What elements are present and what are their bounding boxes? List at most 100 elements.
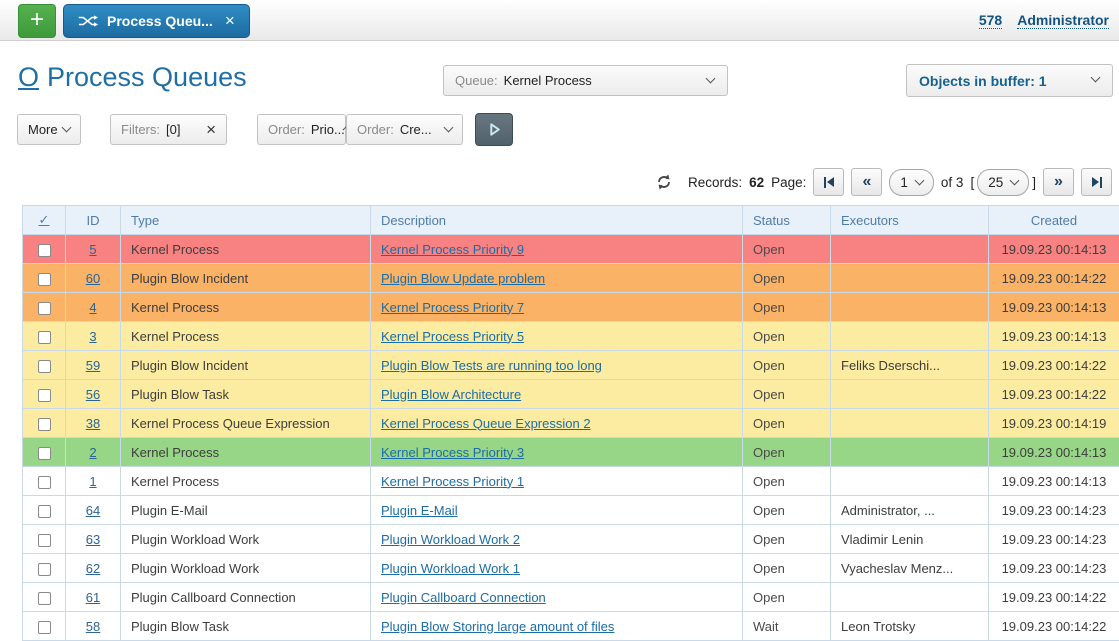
row-checkbox-cell bbox=[23, 264, 66, 293]
row-checkbox[interactable] bbox=[38, 621, 51, 634]
row-type-cell: Plugin Workload Work bbox=[121, 554, 371, 583]
current-user-link[interactable]: Administrator bbox=[1017, 12, 1109, 29]
order-priority-dropdown[interactable]: Order:Prio... bbox=[257, 114, 346, 145]
tab-process-queues[interactable]: Process Queu... × bbox=[63, 4, 250, 38]
row-type-cell: Plugin Blow Task bbox=[121, 612, 371, 641]
row-checkbox[interactable] bbox=[38, 418, 51, 431]
select-all-header: ✓ bbox=[23, 206, 66, 235]
row-id-link[interactable]: 63 bbox=[86, 532, 100, 547]
more-button[interactable]: More bbox=[17, 114, 81, 145]
row-checkbox[interactable] bbox=[38, 505, 51, 518]
column-header-id[interactable]: ID bbox=[66, 206, 121, 235]
row-checkbox-cell bbox=[23, 351, 66, 380]
bracket-open: [ bbox=[970, 175, 974, 190]
run-button[interactable] bbox=[475, 113, 513, 146]
row-id-link[interactable]: 59 bbox=[86, 358, 100, 373]
row-executors-cell: Vyacheslav Menz... bbox=[831, 554, 989, 583]
records-count: 62 bbox=[749, 175, 764, 190]
row-description-link[interactable]: Plugin Blow Architecture bbox=[381, 387, 521, 402]
row-description-link[interactable]: Kernel Process Priority 1 bbox=[381, 474, 524, 489]
row-id-link[interactable]: 56 bbox=[86, 387, 100, 402]
row-id-link[interactable]: 58 bbox=[86, 619, 100, 634]
row-created-cell: 19.09.23 00:14:19 bbox=[989, 409, 1119, 438]
row-id-link[interactable]: 3 bbox=[89, 329, 96, 344]
filters-button[interactable]: Filters:[0] × bbox=[110, 114, 227, 145]
row-description-cell: Plugin Blow Storing large amount of file… bbox=[371, 612, 743, 641]
row-checkbox[interactable] bbox=[38, 389, 51, 402]
refresh-icon[interactable] bbox=[655, 173, 673, 191]
column-header-executors[interactable]: Executors bbox=[831, 206, 989, 235]
row-description-link[interactable]: Plugin Workload Work 1 bbox=[381, 561, 520, 576]
row-id-link[interactable]: 60 bbox=[86, 271, 100, 286]
table-row: 60 Plugin Blow Incident Plugin Blow Upda… bbox=[23, 264, 1119, 293]
select-all-link[interactable]: ✓ bbox=[39, 212, 50, 227]
row-checkbox[interactable] bbox=[38, 302, 51, 315]
row-id-link[interactable]: 61 bbox=[86, 590, 100, 605]
row-description-link[interactable]: Plugin Blow Update problem bbox=[381, 271, 545, 286]
row-checkbox[interactable] bbox=[38, 447, 51, 460]
column-header-status[interactable]: Status bbox=[743, 206, 831, 235]
row-description-link[interactable]: Plugin Blow Storing large amount of file… bbox=[381, 619, 614, 634]
row-description-link[interactable]: Kernel Process Priority 3 bbox=[381, 445, 524, 460]
column-header-created[interactable]: Created bbox=[989, 206, 1119, 235]
objects-in-buffer-dropdown[interactable]: Objects in buffer: 1 bbox=[906, 64, 1113, 97]
row-created-cell: 19.09.23 00:14:13 bbox=[989, 293, 1119, 322]
row-type-cell: Plugin Blow Incident bbox=[121, 351, 371, 380]
row-id-link[interactable]: 64 bbox=[86, 503, 100, 518]
row-checkbox[interactable] bbox=[38, 273, 51, 286]
object-type-icon[interactable]: O bbox=[18, 62, 39, 92]
row-description-link[interactable]: Kernel Process Priority 7 bbox=[381, 300, 524, 315]
row-checkbox[interactable] bbox=[38, 534, 51, 547]
column-header-type[interactable]: Type bbox=[121, 206, 371, 235]
table-row: 2 Kernel Process Kernel Process Priority… bbox=[23, 438, 1119, 467]
chevron-down-icon bbox=[706, 74, 716, 84]
pagination-bar: Records: 62 Page: « 1 of 3 [ 25 ] » bbox=[655, 167, 1112, 197]
row-id-link[interactable]: 1 bbox=[89, 474, 96, 489]
queue-select[interactable]: Queue: Kernel Process bbox=[443, 65, 728, 96]
row-description-link[interactable]: Kernel Process Queue Expression 2 bbox=[381, 416, 591, 431]
row-description-cell: Plugin Workload Work 1 bbox=[371, 554, 743, 583]
row-description-link[interactable]: Kernel Process Priority 5 bbox=[381, 329, 524, 344]
row-description-cell: Kernel Process Queue Expression 2 bbox=[371, 409, 743, 438]
row-id-link[interactable]: 4 bbox=[89, 300, 96, 315]
previous-page-button[interactable]: « bbox=[851, 168, 882, 196]
add-tab-button[interactable]: + bbox=[18, 4, 56, 38]
column-header-description[interactable]: Description bbox=[371, 206, 743, 235]
row-status-cell: Open bbox=[743, 583, 831, 612]
next-page-button[interactable]: » bbox=[1043, 168, 1074, 196]
row-id-cell: 5 bbox=[66, 235, 121, 264]
row-id-link[interactable]: 62 bbox=[86, 561, 100, 576]
page-size-select[interactable]: 25 bbox=[977, 169, 1029, 196]
row-checkbox-cell bbox=[23, 525, 66, 554]
row-id-link[interactable]: 2 bbox=[89, 445, 96, 460]
row-checkbox[interactable] bbox=[38, 592, 51, 605]
row-description-link[interactable]: Plugin Blow Tests are running too long bbox=[381, 358, 602, 373]
row-executors-cell bbox=[831, 409, 989, 438]
row-checkbox[interactable] bbox=[38, 244, 51, 257]
row-description-link[interactable]: Kernel Process Priority 9 bbox=[381, 242, 524, 257]
row-checkbox[interactable] bbox=[38, 360, 51, 373]
row-description-link[interactable]: Plugin Callboard Connection bbox=[381, 590, 546, 605]
last-page-icon bbox=[1100, 177, 1102, 188]
row-checkbox[interactable] bbox=[38, 331, 51, 344]
clear-filters-icon[interactable]: × bbox=[206, 120, 216, 140]
last-page-button[interactable] bbox=[1081, 168, 1112, 196]
notification-count-link[interactable]: 578 bbox=[979, 12, 1002, 29]
first-page-button[interactable] bbox=[813, 168, 844, 196]
tab-label: Process Queu... bbox=[107, 13, 213, 29]
row-description-link[interactable]: Plugin Workload Work 2 bbox=[381, 532, 520, 547]
row-executors-cell bbox=[831, 293, 989, 322]
row-created-cell: 19.09.23 00:14:22 bbox=[989, 380, 1119, 409]
order-created-dropdown[interactable]: Order:Cre... bbox=[346, 114, 463, 145]
row-checkbox[interactable] bbox=[38, 563, 51, 576]
row-executors-cell bbox=[831, 380, 989, 409]
row-description-cell: Kernel Process Priority 1 bbox=[371, 467, 743, 496]
row-checkbox[interactable] bbox=[38, 476, 51, 489]
tab-close-icon[interactable]: × bbox=[225, 11, 235, 31]
row-id-link[interactable]: 5 bbox=[89, 242, 96, 257]
row-id-link[interactable]: 38 bbox=[86, 416, 100, 431]
queue-select-value: Kernel Process bbox=[504, 73, 592, 88]
chevron-down-icon bbox=[1010, 175, 1020, 185]
row-description-link[interactable]: Plugin E-Mail bbox=[381, 503, 458, 518]
current-page-select[interactable]: 1 bbox=[889, 169, 934, 196]
